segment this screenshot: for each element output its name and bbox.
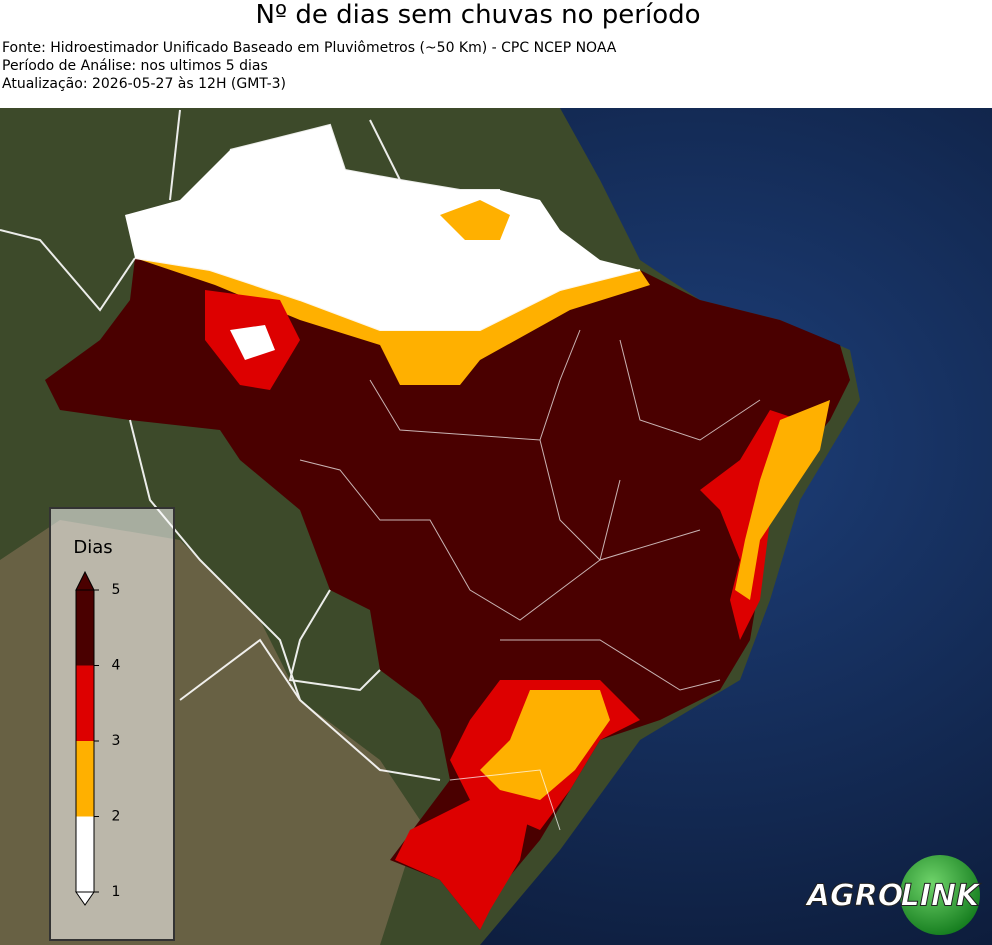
- zone-2-3: [440, 200, 510, 240]
- zone-2-3: [735, 400, 830, 600]
- colorbar: 1 2 3 4 5: [75, 570, 121, 906]
- source-line: Fonte: Hidroestimador Unificado Baseado …: [2, 40, 617, 56]
- logo-text: LINK: [901, 879, 982, 914]
- borders: [0, 109, 641, 781]
- zone-1-2: [230, 325, 275, 360]
- colorbar-tick-label: 2: [112, 809, 121, 825]
- colorbar-tick-label: 4: [112, 658, 121, 674]
- colorbar-band: [76, 816, 94, 892]
- logo-text: AGRO: [805, 879, 903, 914]
- period-line: Período de Análise: nos ultimos 5 dias: [2, 58, 268, 74]
- colorbar-band: [76, 590, 94, 666]
- legend-box: [49, 507, 175, 941]
- zone-2-3: [480, 690, 610, 800]
- colorbar-tick-label: 3: [112, 733, 121, 749]
- legend-title: Dias: [73, 537, 112, 558]
- colorbar-band: [76, 741, 94, 817]
- zone-1-2: [125, 125, 640, 330]
- update-line: Atualização: 2026-05-27 às 12H (GMT-3): [2, 76, 286, 92]
- colorbar-tick-label: 5: [112, 582, 121, 598]
- colorbar-tick-label: 1: [112, 884, 121, 900]
- zone-3-4: [395, 800, 530, 930]
- brazil-dry: [45, 258, 850, 930]
- logo-circle: [900, 855, 980, 935]
- state-borders: [299, 329, 761, 831]
- title: Nº de dias sem chuvas no período: [255, 0, 701, 30]
- colorbar-band: [76, 665, 94, 741]
- zone-2-3: [135, 258, 650, 385]
